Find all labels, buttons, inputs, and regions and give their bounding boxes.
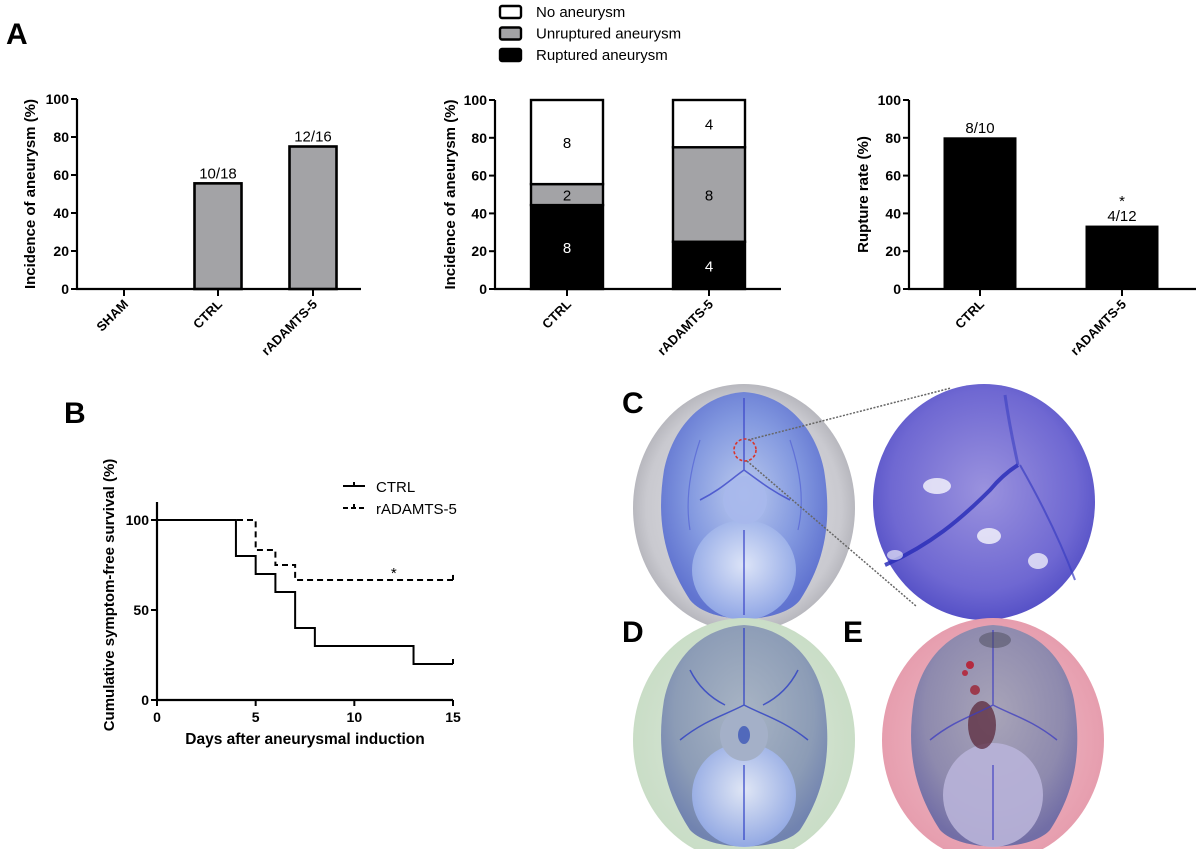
axis-lines bbox=[155, 502, 453, 702]
photo-c-inset-magnified bbox=[873, 384, 1095, 620]
chart-survival-curve: 0 50 100 0 5 10 15 Days after aneurysmal induct… bbox=[101, 459, 461, 748]
legend-swatch-ruptured-aneurysm bbox=[498, 47, 523, 63]
y-tick-label: 40 bbox=[53, 205, 69, 221]
x-tick-label-radamts-5: rADAMTS-5 bbox=[654, 297, 716, 359]
legend: No aneurysm Unruptured aneurysm Ruptured a… bbox=[498, 4, 681, 64]
y-tick-label: 80 bbox=[885, 130, 901, 146]
bar-segment-ctrl-no-aneurysm bbox=[529, 98, 605, 186]
bar-segment-radamts-5-ruptured-aneurysm bbox=[671, 240, 747, 291]
y-tick-label: 0 bbox=[61, 281, 69, 297]
y-tick-label: 60 bbox=[885, 168, 901, 184]
legend-label-ruptured-aneurysm: Ruptured aneurysm bbox=[536, 47, 668, 64]
legend-label-no-aneurysm: No aneurysm bbox=[536, 4, 625, 21]
panel-label-c: C bbox=[622, 387, 644, 420]
x-tick-label: 5 bbox=[252, 709, 260, 725]
bar-ctrl bbox=[193, 182, 243, 291]
x-tick-label-ctrl: CTRL bbox=[190, 296, 225, 331]
x-tick-label-sham: SHAM bbox=[93, 297, 131, 335]
survival-line-ctrl bbox=[157, 519, 453, 665]
x-tick-label-radamts-5: rADAMTS-5 bbox=[258, 297, 320, 359]
segment-count-radamts-5-no-aneurysm: 4 bbox=[705, 117, 713, 134]
segment-count-ctrl-no-aneurysm: 8 bbox=[563, 135, 571, 152]
y-tick-label: 80 bbox=[471, 130, 487, 146]
legend: CTRL rADAMTS-5 bbox=[343, 479, 457, 518]
aneurysm-highlight-circle bbox=[733, 438, 757, 462]
y-tick-label: 40 bbox=[885, 205, 901, 221]
y-tick-label: 100 bbox=[126, 512, 150, 528]
y-axis-title: Rupture rate (%) bbox=[855, 136, 872, 253]
hemorrhage-region bbox=[968, 701, 996, 749]
y-axis-title: Cumulative symptom-free survival (%) bbox=[101, 459, 118, 732]
y-tick-label: 0 bbox=[479, 281, 487, 297]
x-axis-title: Days after aneurysmal induction bbox=[185, 731, 424, 748]
x-tick-label-ctrl: CTRL bbox=[952, 296, 987, 331]
y-tick-label: 100 bbox=[878, 92, 902, 108]
y-tick-label: 100 bbox=[46, 91, 70, 107]
panel-label-d: D bbox=[622, 616, 644, 649]
survival-line-radamts-5 bbox=[157, 519, 453, 581]
bar-annotation-radamts-5: 4/12 bbox=[1107, 208, 1136, 225]
x-tick-label-ctrl: CTRL bbox=[539, 296, 574, 331]
segment-count-ctrl-ruptured-aneurysm: 8 bbox=[563, 240, 571, 257]
panel-label-b: B bbox=[64, 397, 86, 430]
y-tick-label: 20 bbox=[53, 243, 69, 259]
panel-label-e: E bbox=[843, 616, 863, 649]
y-tick-label: 40 bbox=[471, 205, 487, 221]
y-tick-label: 80 bbox=[53, 129, 69, 145]
photo-e-brain bbox=[882, 618, 1104, 849]
y-tick-label: 50 bbox=[133, 602, 149, 618]
x-tick-label: 0 bbox=[153, 709, 161, 725]
legend-swatch-no-aneurysm bbox=[498, 4, 523, 20]
bar-segment-radamts-5-no-aneurysm bbox=[671, 98, 747, 149]
legend-label-radamts-5: rADAMTS-5 bbox=[376, 501, 457, 518]
legend-swatch-unruptured-aneurysm bbox=[498, 26, 523, 41]
y-tick-label: 0 bbox=[893, 281, 901, 297]
chart-rupture-rate: 0 20 40 60 80 100 Rupture rate (%) CTRL rADAMTS-… bbox=[855, 92, 1196, 358]
panel-label-a: A bbox=[6, 18, 28, 51]
segment-count-radamts-5-unruptured-aneurysm: 8 bbox=[705, 188, 713, 205]
photo-c-brain bbox=[633, 384, 855, 632]
y-axis-title: Incidence of aneurysm (%) bbox=[442, 99, 459, 289]
significance-marker-radamts-5: * bbox=[1119, 193, 1125, 210]
photo-d-brain bbox=[633, 618, 855, 849]
bar-annotation-ctrl: 10/18 bbox=[199, 165, 237, 182]
y-tick-label: 20 bbox=[885, 243, 901, 259]
y-tick-label: 60 bbox=[53, 167, 69, 183]
bar-annotation-radamts-5: 12/16 bbox=[294, 129, 332, 146]
y-tick-label: 0 bbox=[141, 692, 149, 708]
legend-label-ctrl: CTRL bbox=[376, 479, 415, 496]
significance-marker: * bbox=[391, 565, 397, 582]
legend-label-unruptured-aneurysm: Unruptured aneurysm bbox=[536, 26, 681, 43]
y-tick-label: 20 bbox=[471, 243, 487, 259]
segment-count-ctrl-unruptured-aneurysm: 2 bbox=[563, 188, 571, 205]
bar-annotation-ctrl: 8/10 bbox=[965, 120, 994, 137]
x-tick-label-radamts-5: rADAMTS-5 bbox=[1067, 297, 1129, 359]
zoom-connector-bottom bbox=[746, 460, 917, 607]
segment-count-radamts-5-ruptured-aneurysm: 4 bbox=[705, 258, 713, 275]
bar-ctrl bbox=[943, 137, 1017, 290]
x-tick-label: 15 bbox=[445, 709, 461, 725]
y-axis-title: Incidence of aneurysm (%) bbox=[22, 99, 39, 289]
x-tick-label: 10 bbox=[347, 709, 363, 725]
chart-stacked-aneurysm-status: 0 20 40 60 80 100 Incidence of aneurysm (%) CTR… bbox=[442, 4, 781, 358]
bar-radamts-5 bbox=[1085, 225, 1159, 290]
y-tick-label: 60 bbox=[471, 168, 487, 184]
bar-radamts-5 bbox=[288, 145, 338, 291]
chart-incidence-of-aneurysm: 0 20 40 60 80 100 Incidence of aneurysm (%) SHA… bbox=[22, 91, 361, 358]
y-tick-label: 100 bbox=[464, 92, 488, 108]
